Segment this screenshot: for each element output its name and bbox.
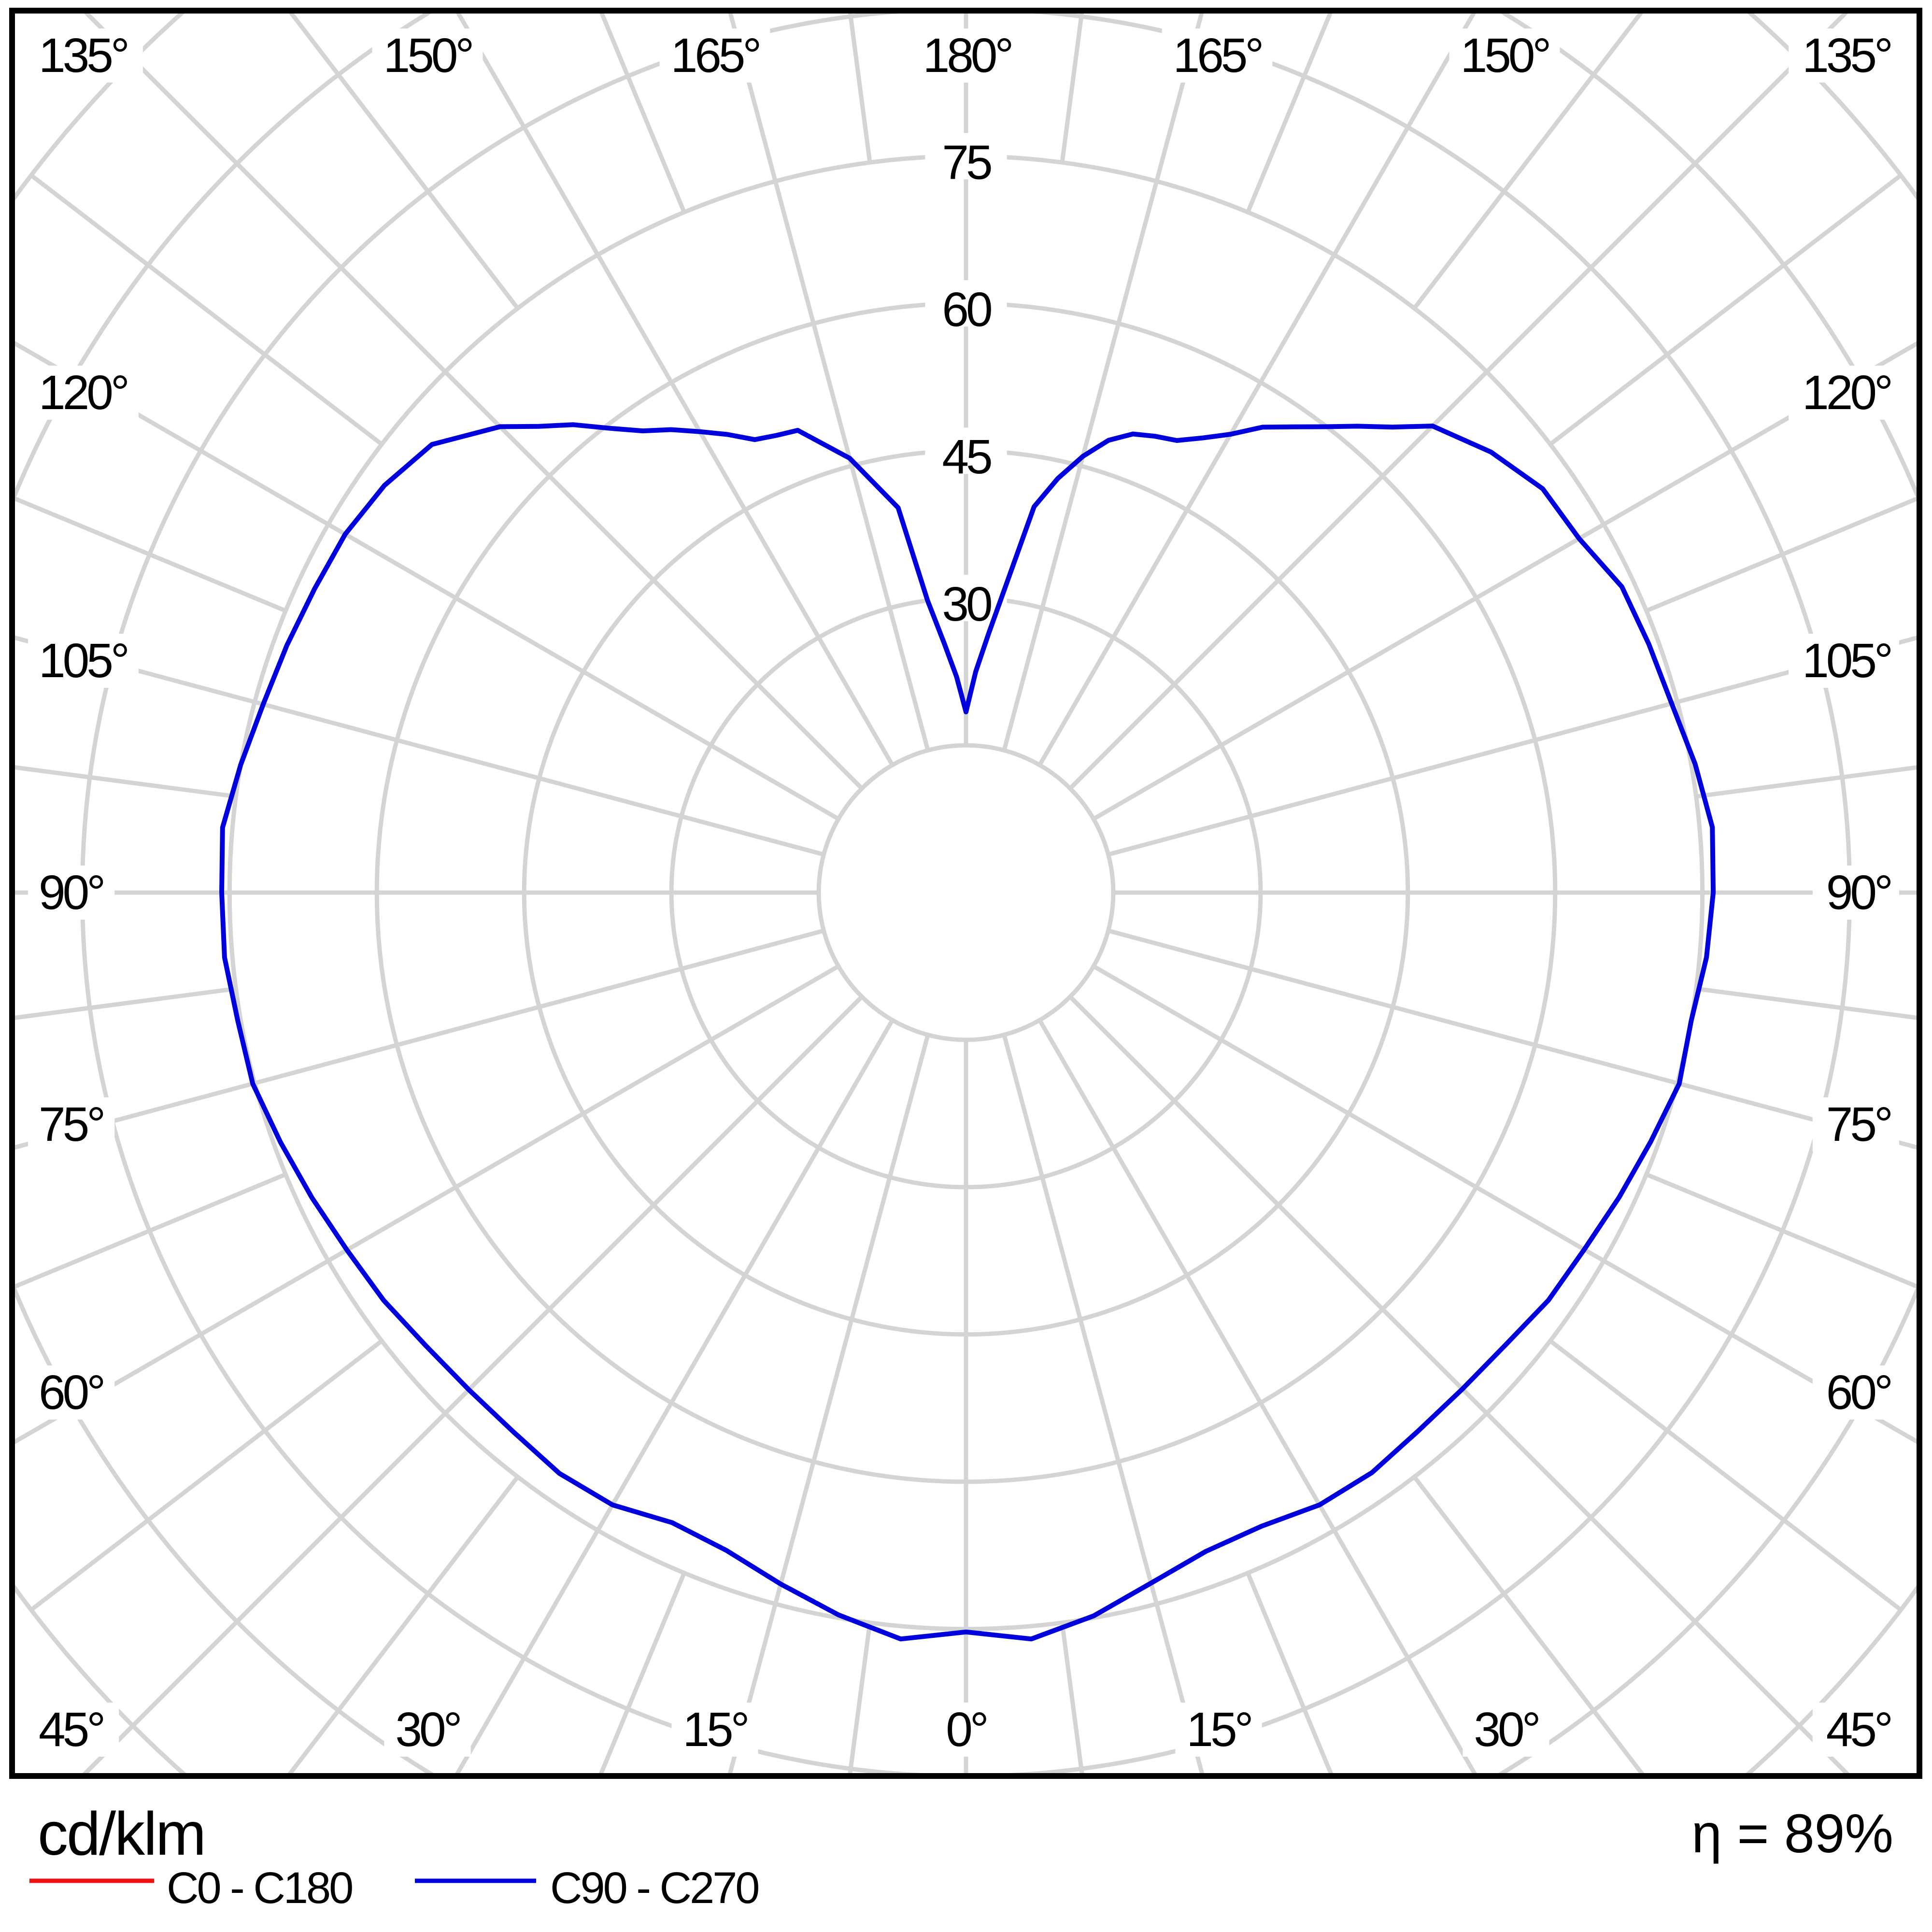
- svg-text:60°: 60°: [1826, 1365, 1890, 1420]
- svg-text:15°: 15°: [682, 1703, 747, 1757]
- svg-text:60°: 60°: [39, 1365, 103, 1420]
- svg-text:C0 - C180: C0 - C180: [167, 1863, 352, 1913]
- svg-text:165°: 165°: [1173, 28, 1262, 83]
- svg-text:180°: 180°: [923, 28, 1011, 83]
- svg-text:45°: 45°: [39, 1703, 103, 1757]
- svg-text:120°: 120°: [1802, 366, 1890, 420]
- svg-text:30°: 30°: [395, 1703, 459, 1757]
- svg-text:30°: 30°: [1474, 1703, 1538, 1757]
- svg-text:30: 30: [942, 577, 991, 631]
- svg-text:C90 - C270: C90 - C270: [550, 1863, 758, 1913]
- svg-text:90°: 90°: [1826, 866, 1890, 920]
- svg-text:45: 45: [942, 430, 991, 484]
- svg-text:105°: 105°: [1802, 634, 1890, 688]
- svg-text:90°: 90°: [39, 866, 103, 920]
- svg-text:15°: 15°: [1186, 1703, 1250, 1757]
- svg-text:75: 75: [942, 135, 991, 189]
- svg-text:150°: 150°: [384, 28, 472, 83]
- svg-text:60: 60: [942, 283, 991, 337]
- svg-text:120°: 120°: [39, 366, 127, 420]
- svg-text:0°: 0°: [946, 1703, 986, 1757]
- svg-text:cd/klm: cd/klm: [38, 1800, 205, 1868]
- svg-text:75°: 75°: [39, 1097, 103, 1151]
- svg-text:150°: 150°: [1461, 28, 1549, 83]
- svg-text:45°: 45°: [1826, 1703, 1890, 1757]
- svg-text:75°: 75°: [1826, 1097, 1890, 1151]
- svg-text:105°: 105°: [39, 634, 127, 688]
- svg-text:165°: 165°: [671, 28, 759, 83]
- svg-text:η = 89%: η = 89%: [1691, 1803, 1893, 1864]
- svg-text:135°: 135°: [39, 28, 127, 83]
- svg-text:135°: 135°: [1802, 28, 1890, 83]
